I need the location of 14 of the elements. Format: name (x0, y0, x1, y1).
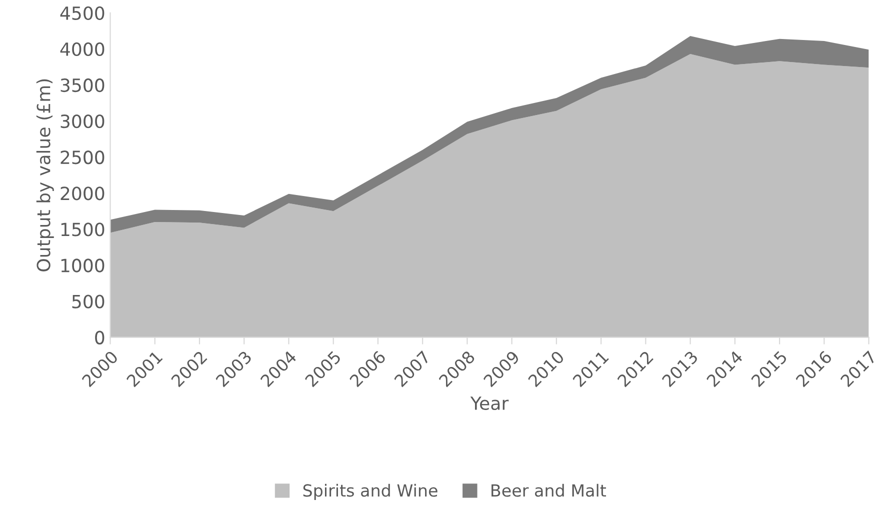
y-axis-title: Output by value (£m) (36, 79, 54, 272)
y-tick-label: 1000 (61, 258, 104, 272)
y-tick-label: 0 (95, 330, 104, 344)
y-tick-label: 1500 (61, 222, 104, 236)
legend-label: Beer and Malt (492, 484, 606, 497)
x-axis-title: Year (470, 396, 509, 410)
y-tick-label: 2500 (60, 150, 104, 164)
y-tick-label: 2000 (60, 186, 104, 200)
legend-label: Spirits and Wine (303, 484, 438, 500)
y-tick-label: 3000 (60, 114, 104, 128)
y-tick-label: 4000 (60, 42, 104, 56)
y-tick-label: 3500 (60, 78, 104, 92)
y-tick-label: 4500 (60, 6, 104, 20)
y-tick-label: 500 (72, 294, 104, 308)
